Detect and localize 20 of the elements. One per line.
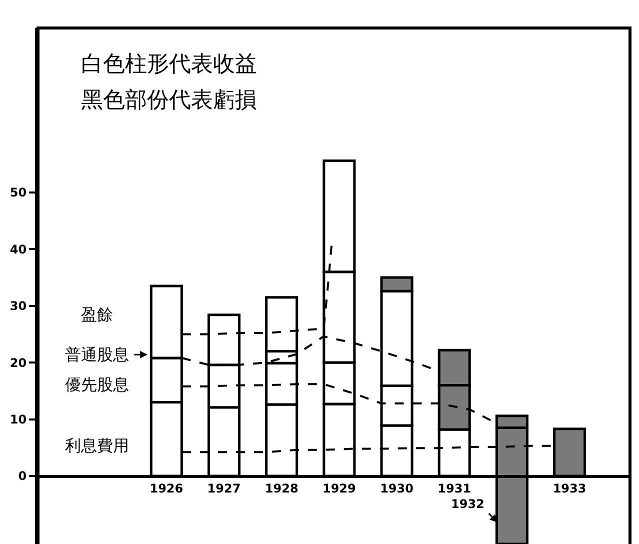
annotation: 黑色部份代表虧損 — [81, 88, 257, 113]
x-tick-label: 1931 — [438, 481, 472, 496]
annotation: 白色柱形代表收益 — [81, 52, 257, 77]
annotation: 普通股息 — [65, 345, 129, 364]
annotation: 盈餘 — [81, 305, 113, 324]
y-tick-label: 10 — [10, 412, 27, 426]
x-tick-label: 1926 — [150, 481, 184, 496]
annotation: 優先股息 — [65, 375, 129, 394]
x-tick-label: 1933 — [552, 481, 586, 496]
y-tick-label: 40 — [10, 242, 27, 256]
y-tick-label: 30 — [10, 299, 27, 314]
x-tick-label: 1927 — [207, 481, 241, 496]
y-tick-label: 0 — [18, 469, 27, 484]
annotation: 利息費用 — [65, 436, 129, 455]
y-tick-label: 50 — [10, 186, 27, 200]
x-tick-label: 1930 — [380, 481, 414, 496]
annotation: 1932 — [451, 497, 484, 511]
x-tick-label: 1929 — [322, 481, 356, 496]
x-tick-label: 1928 — [264, 481, 298, 496]
y-tick-label: 20 — [10, 356, 27, 370]
